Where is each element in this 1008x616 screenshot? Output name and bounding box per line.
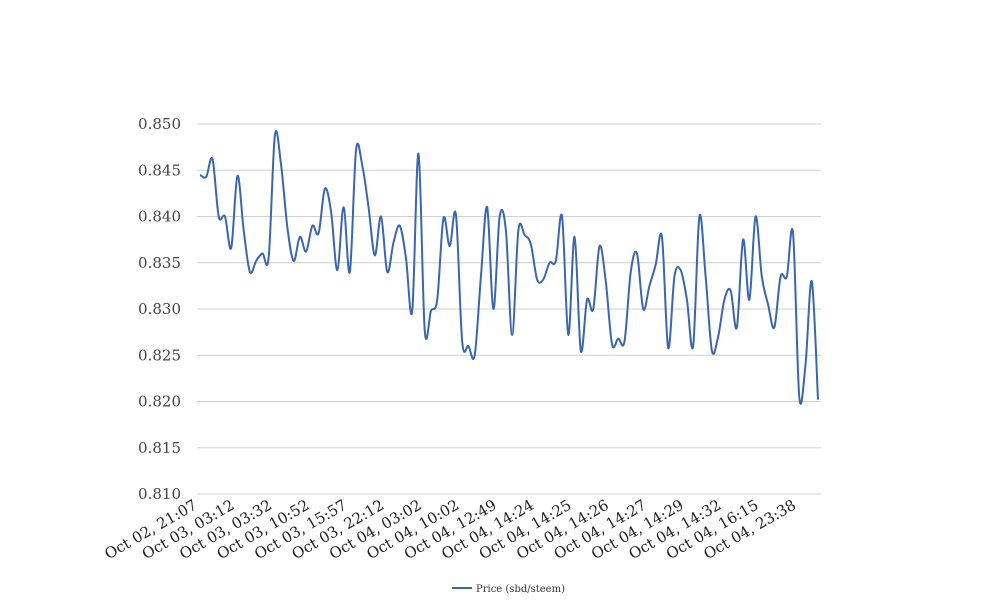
y-tick-label: 0.830 [138, 300, 181, 318]
y-tick-label: 0.815 [138, 439, 181, 457]
y-axis-tick-labels: 0.810 0.815 0.820 0.825 0.830 0.835 0.840 0.845… [138, 115, 181, 503]
y-tick-label: 0.840 [138, 208, 181, 226]
legend-label-price: Price (sbd/steem) [476, 584, 565, 595]
y-tick-label: 0.845 [138, 161, 181, 179]
y-tick-label: 0.820 [138, 393, 181, 411]
y-tick-label: 0.810 [138, 485, 181, 503]
legend[interactable]: Price (sbd/steem) [452, 584, 565, 595]
y-tick-label: 0.850 [138, 115, 181, 133]
y-tick-label: 0.825 [138, 346, 181, 364]
series-line-price [199, 130, 819, 405]
series-lines [199, 130, 819, 405]
y-tick-label: 0.835 [138, 254, 181, 272]
